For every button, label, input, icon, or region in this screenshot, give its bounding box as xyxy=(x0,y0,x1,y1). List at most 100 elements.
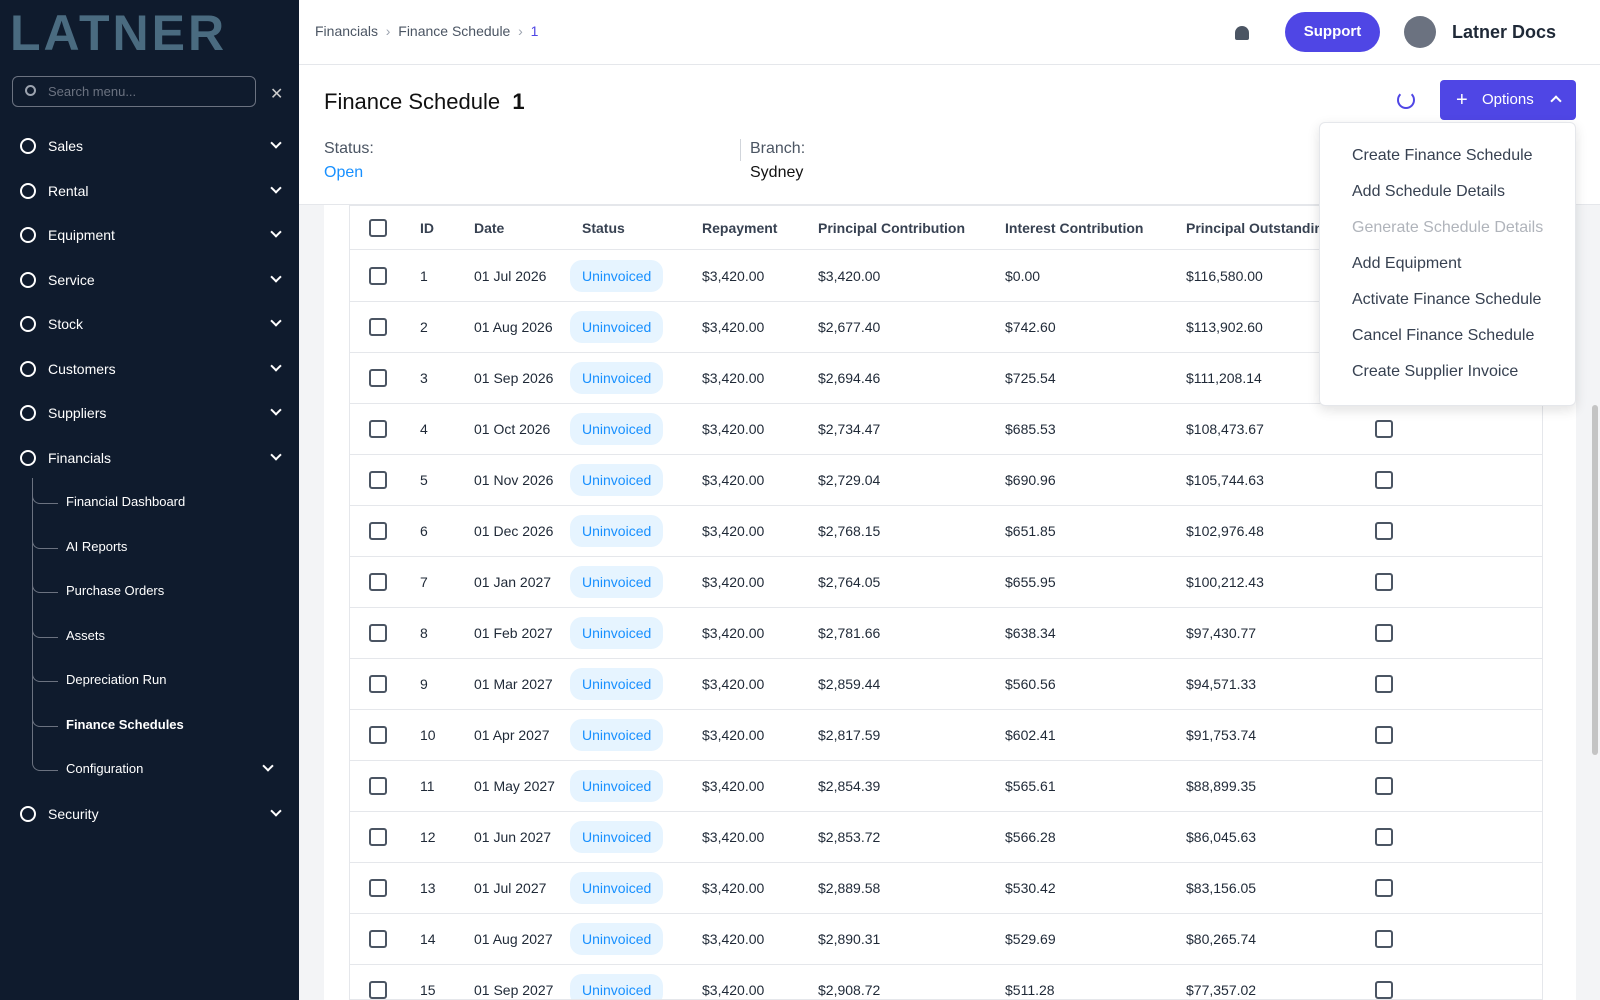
sub-nav-item[interactable]: Assets xyxy=(66,627,106,643)
checkbox[interactable] xyxy=(1375,572,1393,591)
checkbox[interactable] xyxy=(1375,776,1393,795)
checkbox[interactable] xyxy=(1375,521,1393,540)
checkbox[interactable] xyxy=(369,521,387,540)
bell-icon[interactable] xyxy=(1235,26,1249,40)
table-cell: $2,817.59 xyxy=(818,726,881,743)
status-badge: Uninvoiced xyxy=(570,718,664,751)
checkbox[interactable] xyxy=(369,776,387,795)
sub-nav-item[interactable]: Financial Dashboard xyxy=(66,494,186,509)
sidebar: LATNER Search menu... ✕ Sales Rental Equip… xyxy=(0,0,299,1000)
table-cell: $97,430.77 xyxy=(1186,624,1257,641)
chevron xyxy=(270,804,282,817)
table-cell: $725.54 xyxy=(1005,369,1056,386)
sub-nav-item[interactable]: AI Reports xyxy=(66,538,128,554)
checkbox[interactable] xyxy=(369,572,387,591)
checkbox[interactable] xyxy=(369,929,387,948)
nav-item[interactable]: Service xyxy=(48,271,95,288)
title-id: 1 xyxy=(512,89,525,114)
collapse-icon[interactable]: ✕ xyxy=(270,86,284,103)
menu-item[interactable]: Activate Finance Schedule xyxy=(1352,291,1542,308)
sub-nav-item[interactable]: Depreciation Run xyxy=(66,672,167,687)
title-text: Finance Schedule xyxy=(324,89,501,114)
status-badge: Uninvoiced xyxy=(570,667,664,700)
row-divider xyxy=(350,301,1542,302)
table-cell: 01 Jul 2026 xyxy=(474,267,547,284)
nav-icon xyxy=(20,449,36,466)
nav-item[interactable]: Stock xyxy=(48,316,84,332)
table-cell: 01 Apr 2027 xyxy=(474,726,550,743)
status-badge: Uninvoiced xyxy=(570,514,664,547)
menu-item[interactable]: Create Supplier Invoice xyxy=(1352,363,1519,380)
checkbox[interactable] xyxy=(369,368,387,387)
menu-item[interactable]: Create Finance Schedule xyxy=(1352,147,1533,164)
nav-item[interactable]: Equipment xyxy=(48,227,115,243)
column-header: Principal Contribution xyxy=(818,220,965,236)
nav-item[interactable]: Security xyxy=(48,805,99,822)
nav-item[interactable]: Suppliers xyxy=(48,405,107,421)
table-cell: $638.34 xyxy=(1005,624,1056,641)
menu-item[interactable]: Cancel Finance Schedule xyxy=(1352,327,1535,344)
options-button[interactable]: + Options xyxy=(1440,80,1576,120)
nav-item[interactable]: Rental xyxy=(48,182,89,199)
checkbox[interactable] xyxy=(369,674,387,693)
status-badge: Uninvoiced xyxy=(570,973,664,999)
menu-item[interactable]: Add Schedule Details xyxy=(1352,183,1505,200)
row-divider xyxy=(350,505,1542,506)
checkbox[interactable] xyxy=(369,623,387,642)
checkbox[interactable] xyxy=(369,219,387,237)
sub-nav-item[interactable]: Configuration xyxy=(66,761,144,776)
nav-item[interactable]: Sales xyxy=(48,138,84,154)
checkbox[interactable] xyxy=(1375,980,1393,999)
breadcrumb-item[interactable]: 1 xyxy=(530,23,539,39)
nav-icon xyxy=(20,360,36,377)
checkbox[interactable] xyxy=(369,980,387,999)
checkbox[interactable] xyxy=(1375,929,1393,948)
checkbox[interactable] xyxy=(1375,725,1393,744)
status-value: Open xyxy=(324,164,364,181)
row-divider xyxy=(350,760,1542,761)
nav-item[interactable]: Financials xyxy=(48,449,112,466)
chevron-up xyxy=(1550,95,1562,107)
status-label: Status: xyxy=(324,140,374,157)
tree-line xyxy=(32,716,58,727)
branch-label: Branch: xyxy=(750,140,806,157)
topbar: Financials › Finance Schedule › 1 Suppor… xyxy=(299,0,1600,65)
table-cell: $2,729.04 xyxy=(818,471,881,488)
nav-item[interactable]: Customers xyxy=(48,360,116,377)
support-button[interactable]: Support xyxy=(1285,12,1380,52)
table-cell: $94,571.33 xyxy=(1186,675,1257,692)
chevron xyxy=(270,181,282,194)
user-name[interactable]: Latner Docs xyxy=(1452,22,1557,42)
checkbox[interactable] xyxy=(1375,470,1393,489)
checkbox[interactable] xyxy=(1375,827,1393,846)
checkbox[interactable] xyxy=(369,827,387,846)
table-cell: $2,859.44 xyxy=(818,675,881,692)
checkbox[interactable] xyxy=(369,419,387,438)
sub-nav-item[interactable]: Purchase Orders xyxy=(66,583,165,598)
checkbox[interactable] xyxy=(1375,419,1393,438)
checkbox[interactable] xyxy=(1375,674,1393,693)
checkbox[interactable] xyxy=(369,317,387,336)
table-cell: $77,357.02 xyxy=(1186,981,1257,998)
sub-nav-item[interactable]: Finance Schedules xyxy=(66,716,184,732)
checkbox[interactable] xyxy=(369,878,387,897)
checkbox[interactable] xyxy=(369,266,387,285)
checkbox[interactable] xyxy=(1375,878,1393,897)
search-box[interactable]: Search menu... xyxy=(12,76,256,107)
chevron xyxy=(270,404,282,416)
column-header: Date xyxy=(474,220,505,236)
avatar[interactable] xyxy=(1404,16,1436,48)
row-divider xyxy=(350,454,1542,455)
checkbox[interactable] xyxy=(1375,623,1393,642)
checkbox[interactable] xyxy=(369,725,387,744)
breadcrumb-item[interactable]: Finance Schedule xyxy=(398,23,511,39)
table-cell: $2,890.31 xyxy=(818,930,881,947)
breadcrumb-item[interactable]: Financials xyxy=(315,23,379,39)
refresh-icon[interactable] xyxy=(1397,91,1415,109)
table-cell: $560.56 xyxy=(1005,675,1056,692)
column-header: Repayment xyxy=(702,220,778,236)
checkbox[interactable] xyxy=(369,470,387,489)
menu-item[interactable]: Add Equipment xyxy=(1352,255,1462,272)
table-cell: $655.95 xyxy=(1005,573,1056,590)
plus-icon: + xyxy=(1456,89,1468,111)
